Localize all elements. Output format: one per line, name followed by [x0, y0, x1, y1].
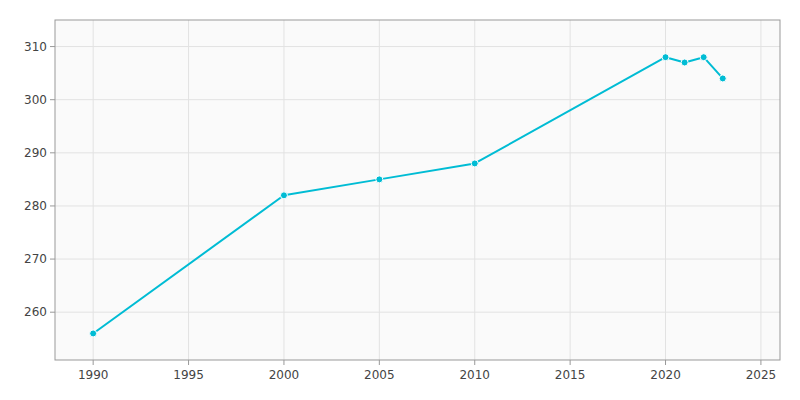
y-tick-label: 270: [24, 252, 47, 266]
x-grid-line: [283, 20, 284, 360]
x-tick-label: 1995: [173, 368, 204, 382]
y-tick-label: 310: [24, 40, 47, 54]
chart-svg: 1990 1995 2000 2005 2010 2015 2020 2025 260 270 28…: [0, 0, 800, 400]
x-grid-line: [93, 20, 94, 360]
x-tick-label: 2000: [269, 368, 300, 382]
x-tick-label: 2015: [555, 368, 586, 382]
x-tick: [665, 360, 666, 365]
data-point: [700, 54, 707, 61]
x-grid-line: [760, 20, 761, 360]
data-point: [719, 75, 726, 82]
x-tick: [188, 360, 189, 365]
x-tick-label: 2025: [746, 368, 777, 382]
grid: [55, 20, 780, 360]
x-tick-label: 2005: [364, 368, 395, 382]
y-grid-line: [55, 205, 780, 206]
data-point: [280, 192, 287, 199]
y-tick-label: 290: [24, 146, 47, 160]
data-group: [90, 54, 727, 337]
x-tick: [570, 360, 571, 365]
y-tick: [50, 259, 55, 260]
x-tick-label: 2010: [459, 368, 490, 382]
y-grid-line: [55, 312, 780, 313]
y-tick: [50, 46, 55, 47]
data-point: [90, 330, 97, 337]
y-grid-line: [55, 259, 780, 260]
y-grid-line: [55, 46, 780, 47]
x-grid-line: [188, 20, 189, 360]
y-tick: [50, 99, 55, 100]
data-point: [681, 59, 688, 66]
x-grid-line: [665, 20, 666, 360]
x-tick: [760, 360, 761, 365]
y-tick-label: 280: [24, 199, 47, 213]
x-tick-label: 1990: [78, 368, 109, 382]
data-point: [376, 176, 383, 183]
y-tick-label: 260: [24, 305, 47, 319]
y-grid-line: [55, 152, 780, 153]
x-grid-line: [570, 20, 571, 360]
x-tick: [283, 360, 284, 365]
plot-frame: [55, 20, 780, 360]
x-tick: [379, 360, 380, 365]
chart-container: 1990 1995 2000 2005 2010 2015 2020 2025 260 270 28…: [0, 0, 800, 400]
y-tick: [50, 152, 55, 153]
data-line: [93, 57, 723, 333]
y-tick: [50, 205, 55, 206]
x-grid-line: [379, 20, 380, 360]
y-grid-line: [55, 99, 780, 100]
data-point: [662, 54, 669, 61]
plot-background: [55, 20, 780, 360]
axes: 1990 1995 2000 2005 2010 2015 2020 2025 260 270 28…: [24, 40, 776, 382]
y-tick-label: 300: [24, 93, 47, 107]
data-point: [471, 160, 478, 167]
x-tick: [93, 360, 94, 365]
x-tick: [474, 360, 475, 365]
x-tick-label: 2020: [650, 368, 681, 382]
x-grid-line: [474, 20, 475, 360]
y-tick: [50, 312, 55, 313]
